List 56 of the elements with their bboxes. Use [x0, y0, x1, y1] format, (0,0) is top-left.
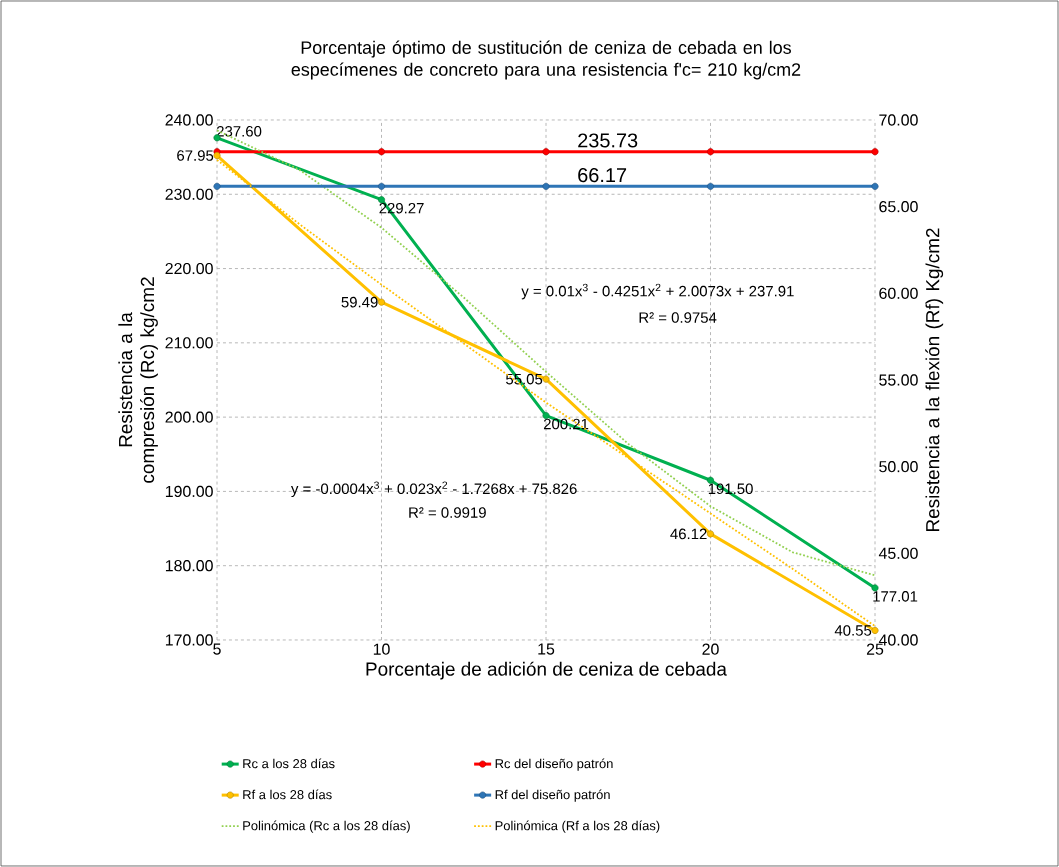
point [378, 182, 385, 190]
y2-tick-label: 65.00 [879, 201, 918, 213]
point [707, 476, 714, 484]
y-tick-label: 170.00 [165, 634, 213, 646]
point [707, 182, 714, 190]
legend-label: Polinómica (Rc a los 28 días) [243, 820, 410, 833]
y2-tick-label: 70.00 [879, 114, 918, 126]
data-label: 177.01 [873, 591, 918, 602]
legend-label: Rf del diseño patrón [495, 789, 610, 802]
y2-axis-title: Resistencia a la flexión (Rf) Kg/cm2 [925, 228, 944, 531]
y-tick-label: 230.00 [165, 188, 213, 200]
x-tick-label: 5 [213, 643, 221, 655]
data-label: 40.55 [834, 625, 872, 636]
data-label: 46.12 [670, 528, 707, 540]
y2-tick-label: 50.00 [879, 461, 918, 473]
y-tick-label: 190.00 [165, 485, 213, 498]
y-tick-label: 210.00 [165, 337, 213, 349]
point [871, 584, 879, 592]
data-label: 66.17 [578, 168, 627, 183]
y-tick-label: 180.00 [165, 560, 213, 572]
y2-tick-label: 60.00 [879, 287, 918, 299]
legend-label: Rf a los 28 días [243, 789, 332, 800]
point [542, 148, 550, 156]
y2-tick-label: 45.00 [878, 547, 918, 559]
point [871, 182, 879, 190]
point [871, 148, 879, 156]
annotation: y = 0.01x$^{3}$ - 0.4251x$^{2}$ + 2.0073x + 237.91 [521, 283, 794, 300]
x-tick-label: 20 [702, 643, 719, 655]
data-label: 235.73 [578, 133, 638, 148]
y-tick-label: 240.00 [165, 114, 213, 126]
point [871, 626, 879, 634]
annotation: y = -0.0004x$^{3}$ + 0.023x$^{2}$ - 1.7268x + 75.826 [290, 481, 577, 497]
chart-title: Porcentaje óptimo de sustitución de ceniza de cebada en los especímenes de concreto para una resistencia f'c= 210 kg/cm2 [291, 40, 801, 80]
x-axis-title: Porcentaje de adición de ceniza de cebada [366, 661, 727, 680]
point [542, 182, 550, 190]
point [378, 148, 385, 156]
point [213, 152, 221, 160]
legend-label: Rc del diseño patrón [495, 758, 613, 771]
y-tick-label: 200.00 [165, 411, 213, 423]
legend-label: Polinómica (Rf a los 28 días) [495, 820, 660, 833]
point [378, 298, 385, 306]
legend-label: Rc a los 28 días [243, 758, 335, 769]
point [707, 148, 714, 156]
data-label: 59.49 [341, 296, 378, 308]
annotation: R² = 0.9919 [409, 507, 486, 518]
point [707, 530, 714, 538]
y-axis-title: Resistencia a la compresión (Rc) kg/cm2 [118, 277, 158, 483]
y-tick-label: 220.00 [165, 262, 213, 275]
data-label: 237.60 [216, 126, 262, 137]
x-tick-label: 10 [373, 643, 390, 655]
x-tick-label: 15 [538, 643, 555, 655]
point [542, 375, 550, 383]
y2-tick-label: 55.00 [879, 374, 918, 386]
data-label: 67.95 [177, 150, 214, 161]
annotation: R² = 0.9754 [639, 312, 717, 323]
point [213, 182, 221, 190]
